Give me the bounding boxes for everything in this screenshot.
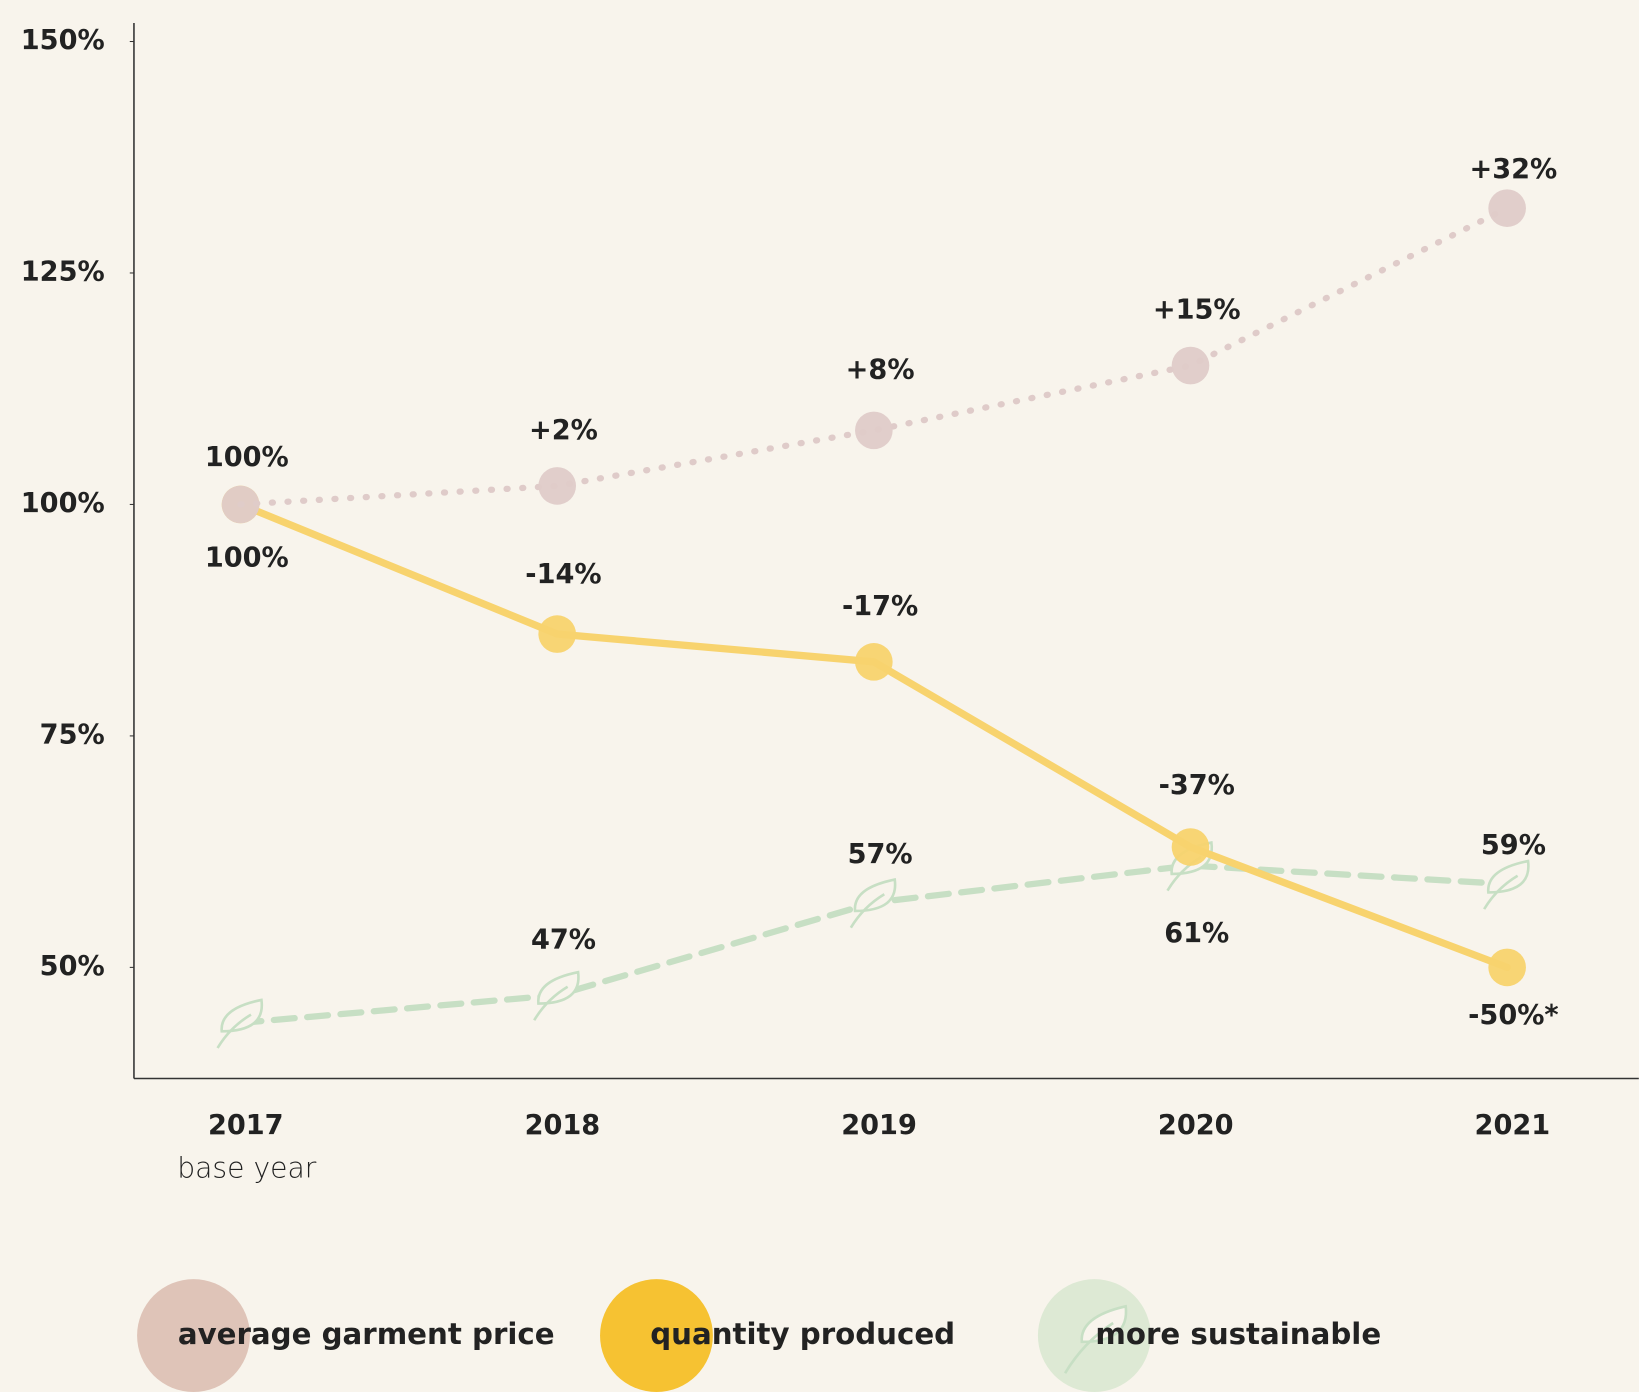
x-tick-label: 2021 [1475,1110,1551,1141]
x-tick-label: 2020 [1158,1110,1234,1141]
data-label: -50%* [1468,1000,1558,1031]
annotation: base year [177,1151,317,1184]
data-label: -17% [842,591,918,622]
leaf [220,998,264,1033]
leaf-marker [1483,859,1530,910]
leaf [1080,1304,1128,1344]
leaf-stem [849,893,885,929]
legend-swatch [137,1279,250,1392]
legend-leaf [1063,1304,1128,1374]
data-label: -14% [525,559,601,590]
legend-label: quantity produced [650,1317,955,1351]
data-label: 100% [205,542,289,573]
data-label: +8% [846,354,915,385]
data-label: -37% [1159,770,1235,801]
data-label: 61% [1164,918,1229,949]
data-label: 57% [848,839,913,870]
data-label: +2% [529,415,598,446]
data-label: 100% [205,442,289,473]
leaf [1487,859,1530,894]
point [538,615,577,653]
x-tick-label: 2019 [841,1110,917,1141]
point [1488,189,1526,227]
leaf-marker [216,998,264,1049]
legend-swatch [600,1279,713,1392]
leaf-stem [1483,874,1519,910]
leaf-stem [216,1013,252,1049]
leaf-stem [533,985,569,1021]
leaf [537,970,580,1005]
y-tick-label: 125% [21,256,105,287]
x-tick-label: 2018 [525,1110,601,1141]
point [221,485,260,524]
leaf-marker [533,970,580,1021]
data-label: +15% [1153,295,1241,326]
point [855,411,893,450]
data-label: 47% [531,924,596,955]
data-label: +32% [1470,154,1558,185]
series-line [237,205,1511,508]
point [538,467,577,505]
data-label: 59% [1481,830,1546,861]
point [1171,346,1210,385]
y-tick-label: 75% [40,719,105,750]
leaf-marker [849,878,897,929]
y-tick-label: 50% [40,951,105,982]
point [1488,948,1526,987]
x-tick-label: 2017 [208,1110,284,1141]
leaf [853,878,897,913]
y-tick-label: 150% [21,25,105,56]
point [1171,828,1210,866]
y-tick-label: 100% [21,488,105,519]
legend-label: more sustainable [1095,1317,1381,1351]
legend-label: average garment price [178,1317,555,1351]
point [855,643,893,681]
leaf-stem [1063,1321,1114,1374]
